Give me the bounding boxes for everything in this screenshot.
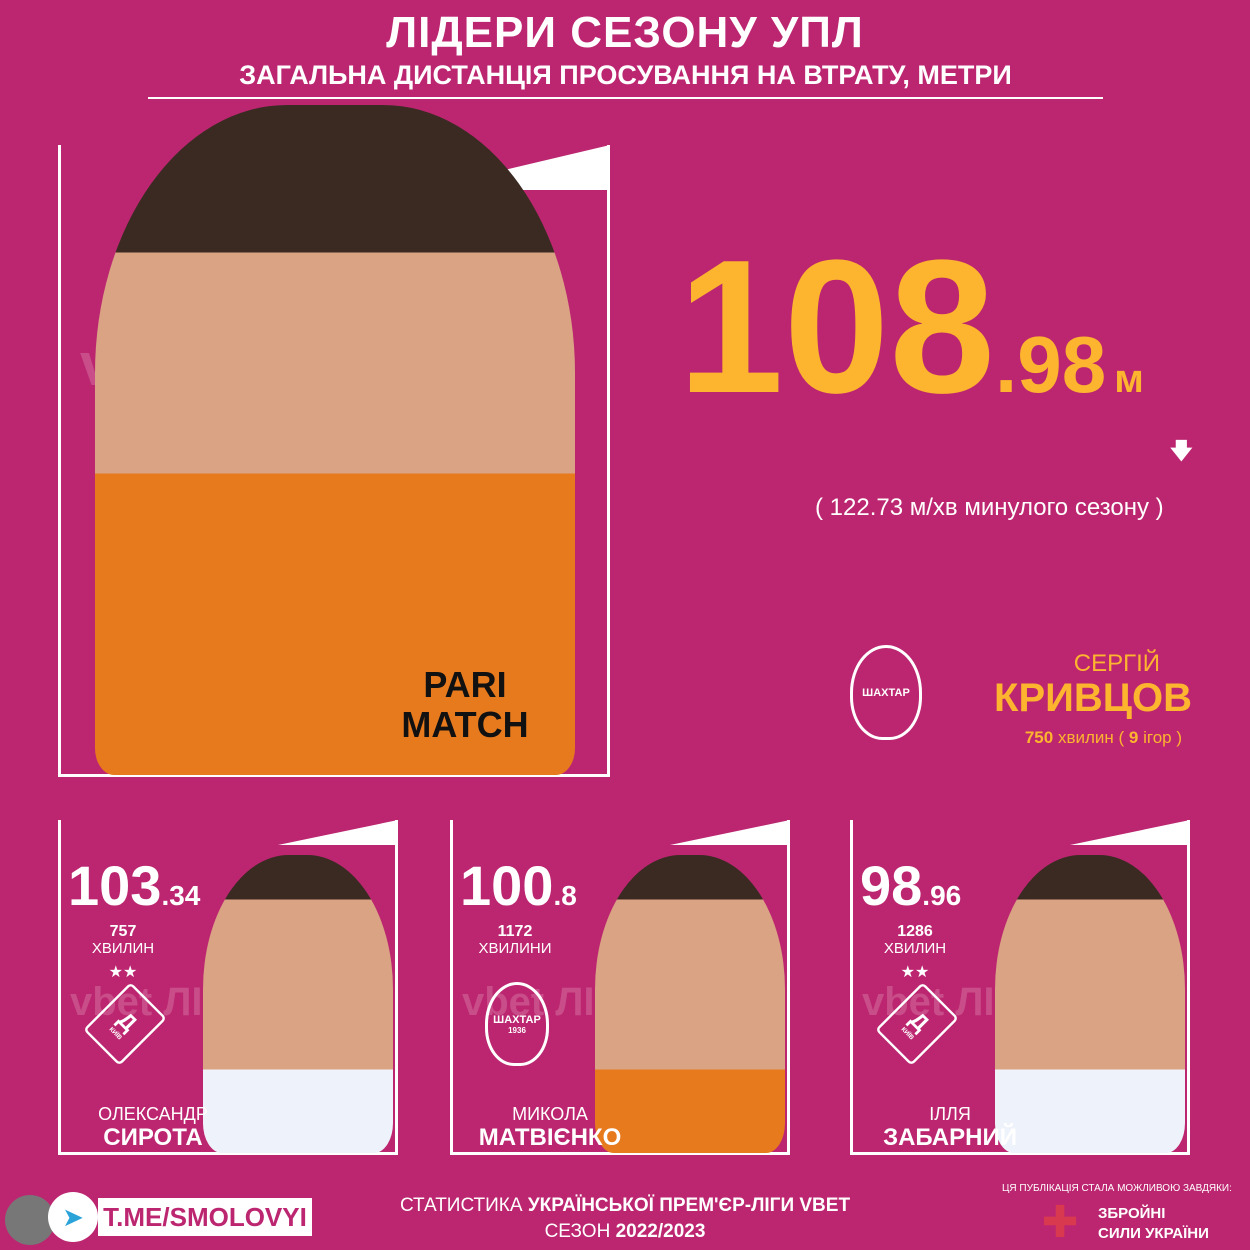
player-card [450,820,790,1155]
player-photo [595,855,785,1153]
player-card [58,820,398,1155]
leader-value-dec: .98 [995,320,1107,409]
leader-first-name: СЕРГІЙ [1073,650,1160,677]
armed-forces-emblem-icon: ✚ [1041,1198,1079,1247]
leader-photo [95,105,575,775]
leader-value-int: 108 [678,221,996,433]
stars-icon: ★★ [108,964,138,981]
card-minutes: 1286 ХВИЛИН [883,923,947,957]
page-subtitle: ЗАГАЛЬНА ДИСТАНЦІЯ ПРОСУВАННЯ НА ВТРАТУ,… [148,60,1103,99]
leader-unit: м [1114,357,1144,401]
shakhtar-logo: ШАХТАР [850,645,922,740]
telegram-icon[interactable]: ➤ [48,1192,98,1242]
player-name: ІЛЛЯ ЗАБАРНИЙ [883,1104,1017,1151]
leader-card-frame [58,145,610,777]
club-logo: ШАХТАР 1936 [485,982,549,1066]
armed-forces-name: ЗБРОЙНІ СИЛИ УКРАЇНИ [1098,1205,1209,1242]
card-minutes: 757 ХВИЛИН [91,923,155,957]
card-value: 103.34 [68,854,201,917]
card-value: 100.8 [460,854,577,917]
author-avatar [5,1195,55,1245]
player-photo [203,855,393,1153]
leader-value: 108.98 м [678,232,1144,422]
telegram-link[interactable]: T.ME/SMOLOVYI [98,1198,312,1236]
card-minutes: 1172 ХВИЛИНИ [478,923,552,957]
arrow-down-icon: 🡇 [1170,438,1193,463]
card-value: 98.96 [860,854,962,917]
leader-last-name: КРИВЦОВ [994,676,1192,720]
leader-minutes: 750 хвилин ( 9 ігор ) [1024,728,1182,747]
page-title: ЛІДЕРИ СЕЗОНУ УПЛ [386,8,864,57]
thanks-text: ЦЯ ПУБЛІКАЦІЯ СТАЛА МОЖЛИВОЮ ЗАВДЯКИ: [1002,1183,1232,1194]
stats-source: СТАТИСТИКА УКРАЇНСЬКОЇ ПРЕМ'ЄР-ЛІГИ VBET… [399,1195,851,1242]
sponsor-text: PARI MATCH [401,664,529,745]
player-photo [995,855,1185,1153]
previous-season-value: ( 122.73 м/хв минулого сезону ) [815,494,1164,521]
player-name: ОЛЕКСАНДР СИРОТА [98,1104,208,1151]
player-name: МИКОЛА МАТВІЄНКО [478,1104,622,1151]
player-card [850,820,1190,1155]
stars-icon: ★★ [900,964,930,981]
